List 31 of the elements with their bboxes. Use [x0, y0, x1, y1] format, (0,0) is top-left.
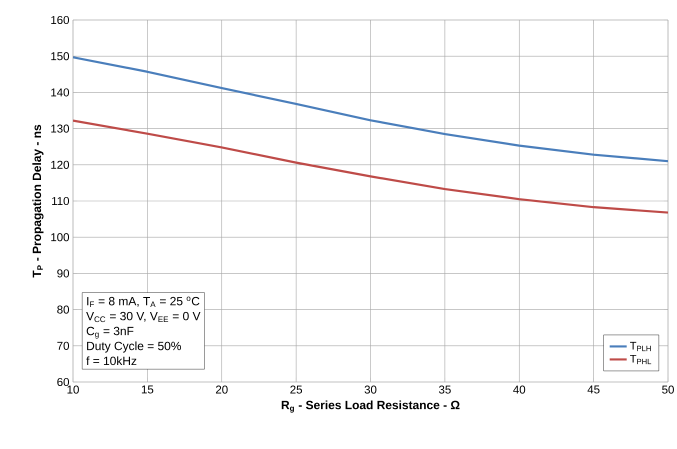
annotation: f = 10kHz [86, 356, 136, 366]
x-tick-label: 35 [438, 386, 451, 394]
y-tick-label: 90 [57, 269, 70, 278]
x-tick-label: 25 [290, 386, 302, 394]
line-series [73, 56, 668, 162]
x-tick-label: 40 [513, 386, 526, 394]
y-tick-label: 150 [51, 52, 70, 60]
y-tick-label: 70 [57, 342, 70, 350]
y-tick-label: 160 [51, 16, 70, 24]
x-tick-label: 10 [68, 386, 79, 394]
x-tick-label: 45 [588, 386, 600, 394]
legend-label: T$_{PHL}$ [630, 354, 652, 364]
x-tick-label: 20 [216, 386, 228, 394]
annotation: V$_{CC}$ = 30 V, V$_{EE}$ = 0 V [86, 312, 200, 322]
y-tick-label: 100 [51, 233, 70, 242]
annotation: I$_{F}$ = 8 mA, T$_{A}$ = 25 $^{o}$C [87, 296, 200, 308]
y-tick-label: 140 [51, 88, 70, 96]
y-tick-label: 80 [57, 306, 70, 314]
x-tick-label: 50 [662, 386, 674, 394]
annotation: C$_{g}$ = 3nF [86, 326, 134, 339]
y-tick-label: 110 [52, 196, 70, 206]
x-axis-title: R$_{g}$ - Series Load Resistance - Ω [282, 400, 460, 413]
x-tick-label: 15 [142, 386, 154, 394]
line-series [73, 120, 668, 214]
y-tick-label: 60 [57, 378, 70, 386]
legend-label: T$_{PLH}$ [630, 342, 651, 352]
x-tick-label: 30 [364, 386, 376, 394]
annotation: Duty Cycle = 50% [87, 341, 182, 353]
y-tick-label: 120 [51, 160, 70, 169]
y-axis-title: T$_{P}$ - Propagation Delay - ns [32, 124, 44, 278]
y-tick-label: 130 [51, 124, 70, 133]
